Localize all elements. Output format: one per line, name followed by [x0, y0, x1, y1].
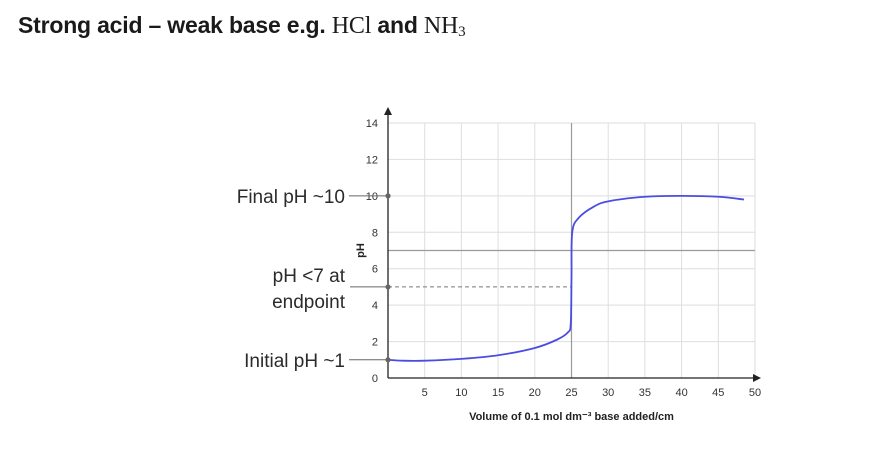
x-tick-label: 15 — [492, 387, 504, 399]
y-axis-label: pH — [355, 243, 367, 258]
annotation-label: Final pH ~10 — [237, 187, 345, 208]
annotation-point — [385, 193, 391, 199]
y-tick-label: 0 — [372, 373, 378, 385]
title-acid: HCl — [331, 13, 372, 39]
x-axis-label: Volume of 0.1 mol dm⁻³ base added/cm — [469, 411, 674, 423]
x-tick-label: 5 — [422, 387, 428, 399]
y-tick-label: 8 — [372, 227, 378, 239]
x-tick-label: 45 — [712, 387, 724, 399]
title-base-main: NH — [423, 13, 459, 39]
title-base: NH3 — [423, 13, 466, 40]
annotation-label: Initial pH ~1 — [244, 351, 345, 372]
annotations: Final pH ~10 pH <7 at endpoint Initial pH ~… — [237, 187, 391, 372]
x-tick-label: 10 — [455, 387, 467, 399]
annotation-point — [385, 357, 391, 363]
title-joiner: and — [377, 12, 418, 38]
y-axis-arrow — [384, 107, 392, 115]
y-tick-label: 2 — [372, 337, 378, 349]
chart-axes — [384, 107, 761, 382]
y-tick-label: 10 — [366, 191, 378, 203]
y-tick-label: 12 — [366, 154, 378, 166]
x-tick-label: 35 — [639, 387, 651, 399]
y-tick-label: 6 — [372, 264, 378, 276]
x-tick-label: 40 — [675, 387, 687, 399]
x-tick-label: 25 — [565, 387, 577, 399]
tick-labels: 5 10 15 20 25 30 35 40 45 50 0 2 4 6 8 10 12 14 — [366, 118, 761, 399]
x-tick-label: 30 — [602, 387, 614, 399]
ph-curve — [387, 194, 745, 362]
x-axis-arrow — [753, 374, 761, 382]
annotation-label: pH <7 at — [273, 266, 346, 287]
titration-curve — [387, 194, 745, 362]
y-tick-label: 14 — [366, 118, 378, 130]
page-title: Strong acid – weak base e.g. HCl and NH3 — [18, 12, 466, 41]
annotation-label: endpoint — [272, 292, 346, 313]
title-prefix: Strong acid – weak base e.g. — [18, 12, 326, 38]
x-tick-label: 50 — [749, 387, 761, 399]
x-tick-label: 20 — [529, 387, 541, 399]
title-base-sub: 3 — [458, 24, 466, 40]
y-tick-label: 4 — [372, 300, 378, 312]
annotation-point — [385, 284, 391, 290]
